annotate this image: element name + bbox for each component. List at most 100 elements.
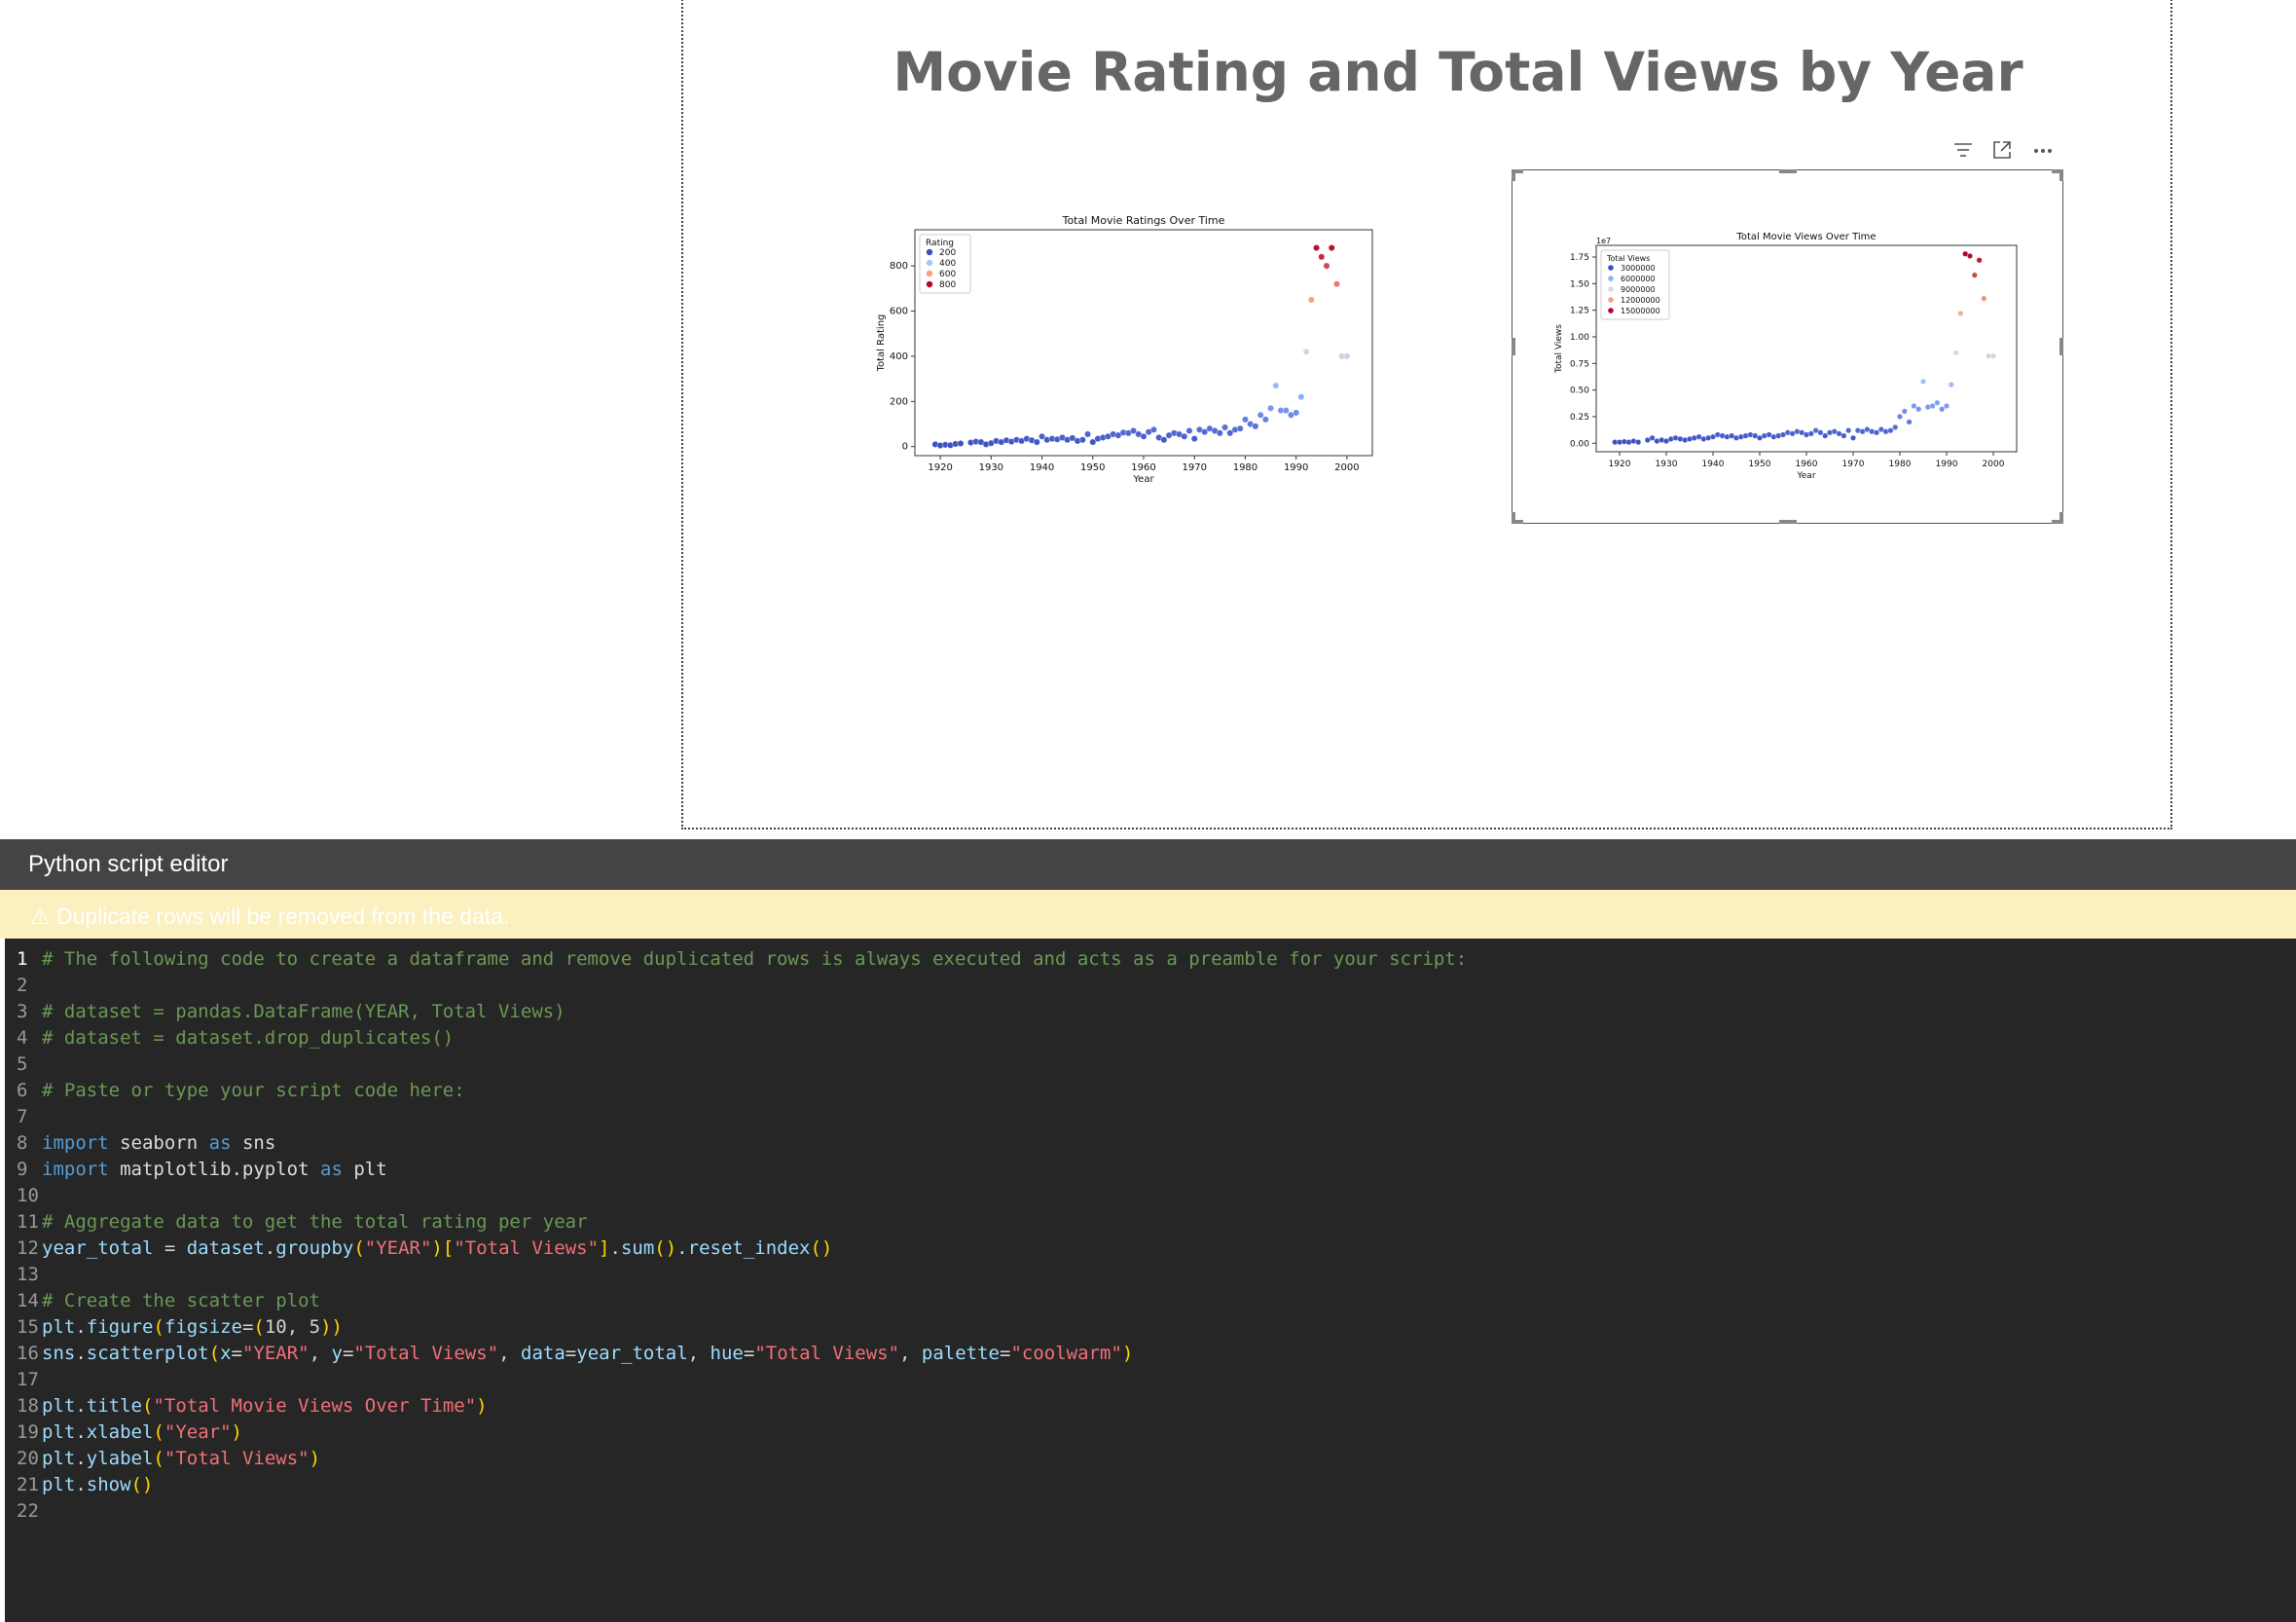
resize-handle-bottom-right[interactable] — [2059, 512, 2063, 524]
code-editor[interactable]: 1 # The following code to create a datafr… — [5, 939, 2296, 1622]
data-point — [1130, 427, 1137, 434]
data-point — [1313, 244, 1320, 251]
y-axis-label: Total Rating — [876, 314, 887, 373]
data-point — [1185, 427, 1193, 434]
code-line[interactable]: 13 — [5, 1262, 2296, 1288]
code-text[interactable]: import seaborn as sns — [42, 1132, 276, 1154]
line-number: 7 — [17, 1106, 28, 1127]
legend-entry: 15000000 — [1621, 307, 1660, 315]
resize-handle-bottom-left[interactable] — [1512, 512, 1515, 524]
x-tick-label: 1980 — [1889, 460, 1912, 469]
line-number: 6 — [17, 1080, 28, 1101]
duplicate-rows-warning: ⚠ Duplicate rows will be removed from th… — [0, 890, 2296, 939]
code-line[interactable]: 10 — [5, 1183, 2296, 1209]
data-point — [1887, 427, 1894, 434]
data-point — [1252, 423, 1259, 430]
line-number: 21 — [17, 1474, 39, 1495]
code-line[interactable]: 4 # dataset = dataset.drop_duplicates() — [5, 1025, 2296, 1051]
code-line[interactable]: 6 # Paste or type your script code here: — [5, 1078, 2296, 1104]
code-text[interactable]: # dataset = dataset.drop_duplicates() — [42, 1027, 455, 1049]
data-point — [1649, 434, 1656, 441]
resize-handle-top-left[interactable] — [1512, 169, 1523, 173]
resize-handle-top-right[interactable] — [2052, 169, 2063, 173]
data-point — [1323, 262, 1330, 270]
resize-handle-bottom-left[interactable] — [1512, 520, 1523, 524]
code-line[interactable]: 15 plt.figure(figsize=(10, 5)) — [5, 1314, 2296, 1341]
code-line[interactable]: 9 import matplotlib.pyplot as plt — [5, 1157, 2296, 1183]
code-line[interactable]: 12 year_total = dataset.groupby("YEAR")["… — [5, 1235, 2296, 1262]
resize-handle-top-right[interactable] — [2059, 169, 2063, 181]
legend-entry: 6000000 — [1621, 275, 1656, 283]
legend-entry: 400 — [939, 259, 956, 269]
legend-entry: 200 — [939, 248, 956, 258]
code-text[interactable]: plt.xlabel("Year") — [42, 1421, 242, 1443]
legend-title: Rating — [926, 239, 954, 248]
code-line[interactable]: 5 — [5, 1051, 2296, 1078]
code-line[interactable]: 2 — [5, 973, 2296, 999]
resize-handle-left[interactable] — [1512, 338, 1515, 355]
legend-entry: 600 — [939, 270, 956, 279]
report-page-frame — [681, 0, 2172, 829]
line-number: 13 — [17, 1264, 39, 1285]
x-tick-label: 2000 — [1334, 462, 1359, 473]
resize-handle-bottom-right[interactable] — [2052, 520, 2063, 524]
code-text[interactable]: plt.show() — [42, 1474, 154, 1495]
y-tick-label: 1.75 — [1570, 253, 1589, 263]
code-line[interactable]: 18 plt.title("Total Movie Views Over Time… — [5, 1393, 2296, 1419]
code-text[interactable]: # Create the scatter plot — [42, 1290, 320, 1311]
code-line[interactable]: 16 sns.scatterplot(x="YEAR", y="Total Vie… — [5, 1341, 2296, 1367]
resize-handle-right[interactable] — [2059, 338, 2063, 355]
code-line[interactable]: 22 — [5, 1498, 2296, 1525]
y-tick-label: 0 — [902, 442, 908, 453]
legend-marker — [926, 270, 933, 277]
data-point — [1039, 432, 1045, 440]
code-line[interactable]: 17 — [5, 1367, 2296, 1393]
data-point — [1850, 434, 1857, 441]
more-options-icon-glyph — [2034, 149, 2052, 153]
data-point — [1150, 425, 1157, 433]
code-text[interactable]: # dataset = pandas.DataFrame(YEAR, Total… — [42, 1001, 565, 1022]
code-text[interactable]: plt.ylabel("Total Views") — [42, 1448, 321, 1469]
resize-handle-bottom[interactable] — [1779, 520, 1797, 524]
x-tick-label: 1970 — [1842, 460, 1865, 469]
data-point — [1343, 352, 1351, 360]
code-text[interactable]: # The following code to create a datafra… — [42, 948, 1468, 970]
data-point — [1817, 429, 1824, 436]
focus-mode-icon[interactable] — [1989, 138, 2015, 164]
code-text[interactable]: # Paste or type your script code here: — [42, 1080, 465, 1101]
more-options-icon[interactable] — [2030, 138, 2056, 164]
code-line[interactable]: 3 # dataset = pandas.DataFrame(YEAR, Tota… — [5, 999, 2296, 1025]
legend-marker — [1608, 308, 1614, 313]
ratings-scatter-chart[interactable]: Total Movie Ratings Over Time 1920 1930 194… — [871, 210, 1382, 487]
code-text[interactable]: sns.scatterplot(x="YEAR", y="Total Views… — [42, 1343, 1134, 1364]
line-number: 3 — [17, 1001, 28, 1022]
code-line[interactable]: 1 # The following code to create a datafr… — [5, 946, 2296, 973]
report-canvas[interactable] — [0, 0, 2296, 839]
data-point — [1114, 431, 1122, 439]
chart-title: Total Movie Ratings Over Time — [1062, 214, 1225, 227]
legend-entry: 12000000 — [1621, 296, 1660, 305]
resize-handle-top-left[interactable] — [1512, 169, 1515, 181]
views-scatter-chart[interactable]: Total Movie Views Over Time 1920 1930 1940 1… — [1546, 226, 2042, 479]
data-point — [1302, 348, 1310, 355]
code-line[interactable]: 14 # Create the scatter plot — [5, 1288, 2296, 1314]
code-line[interactable]: 19 plt.xlabel("Year") — [5, 1419, 2296, 1446]
x-tick-label: 1990 — [1936, 460, 1958, 469]
code-line[interactable]: 21 plt.show() — [5, 1472, 2296, 1498]
code-line[interactable]: 7 — [5, 1104, 2296, 1130]
code-text[interactable]: plt.title("Total Movie Views Over Time") — [42, 1395, 488, 1417]
code-text[interactable]: import matplotlib.pyplot as plt — [42, 1159, 387, 1180]
code-text[interactable]: # Aggregate data to get the total rating… — [42, 1211, 588, 1233]
legend-marker — [1608, 276, 1614, 281]
filter-icon[interactable] — [1950, 138, 1976, 164]
code-line[interactable]: 11 # Aggregate data to get the total rati… — [5, 1209, 2296, 1235]
code-line[interactable]: 8 import seaborn as sns — [5, 1130, 2296, 1157]
code-line[interactable]: 20 plt.ylabel("Total Views") — [5, 1446, 2296, 1472]
resize-handle-top[interactable] — [1779, 169, 1797, 173]
editor-header: Python script editor — [0, 839, 2296, 890]
code-text[interactable]: year_total = dataset.groupby("YEAR")["To… — [42, 1237, 833, 1259]
line-number: 16 — [17, 1343, 39, 1364]
data-point — [1261, 416, 1269, 424]
legend-box — [919, 234, 971, 294]
code-text[interactable]: plt.figure(figsize=(10, 5)) — [42, 1316, 343, 1338]
